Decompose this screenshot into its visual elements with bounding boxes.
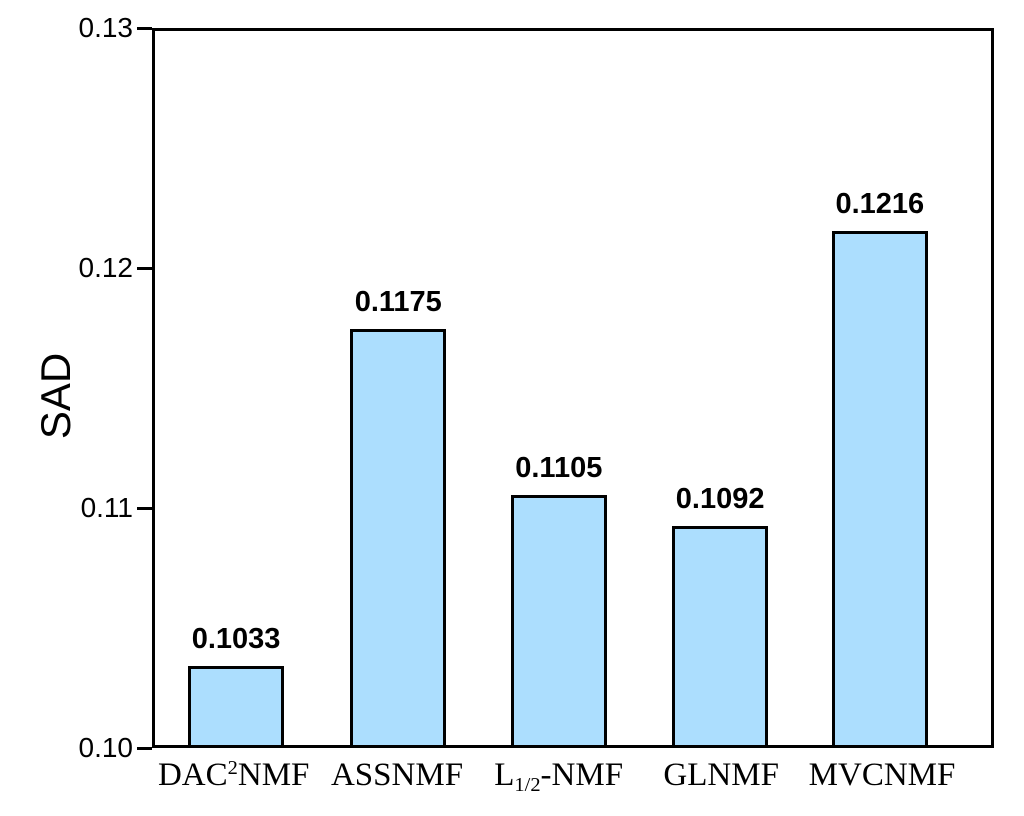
x-category-label: DAC2NMF — [158, 757, 309, 794]
x-category-label-part: -NMF — [540, 757, 624, 793]
y-tick-mark — [137, 746, 152, 750]
y-tick-mark — [137, 506, 152, 510]
bar-value-label: 0.1216 — [835, 187, 925, 220]
bar-value-label: 0.1105 — [515, 452, 603, 485]
y-tick-label: 0.12 — [78, 252, 134, 283]
bar — [350, 328, 447, 745]
x-category-label-part: ASSNMF — [330, 757, 464, 793]
bar-value-label: 0.1033 — [191, 623, 281, 656]
plot-area: 0.1033 0.1175 0.1105 0.1092 0.1216 — [152, 28, 994, 748]
x-category-label-part: NMF — [237, 757, 310, 793]
y-axis-title: SAD — [32, 352, 79, 440]
y-tick-label: 0.10 — [78, 732, 134, 763]
x-category-label: L1/2-NMF — [494, 757, 624, 797]
x-category-label-part: 1/2 — [514, 774, 541, 797]
bar — [831, 230, 928, 745]
x-category-label-part: DAC — [157, 757, 228, 793]
x-category-label-part: GLNMF — [663, 757, 779, 793]
y-tick-label: 0.13 — [78, 12, 134, 43]
x-category-label: ASSNMF — [331, 757, 463, 794]
y-tick-mark — [137, 26, 152, 30]
x-category-label: MVCNMF — [809, 757, 956, 794]
bar — [510, 495, 607, 745]
x-category-label-part: L — [494, 757, 515, 793]
y-tick-label: 0.11 — [80, 492, 133, 523]
bar — [672, 526, 769, 745]
bar-value-label: 0.1092 — [675, 483, 765, 516]
y-tick-mark — [137, 266, 152, 270]
x-category-label-part: 2 — [227, 756, 238, 779]
x-category-label-part: MVCNMF — [808, 757, 956, 793]
x-axis-labels: DAC2NMF ASSNMF L1/2-NMF GLNMF MVCNMF — [152, 752, 994, 816]
x-category-label: GLNMF — [663, 757, 779, 794]
bar-value-label: 0.1175 — [354, 285, 442, 318]
bar — [188, 666, 285, 745]
